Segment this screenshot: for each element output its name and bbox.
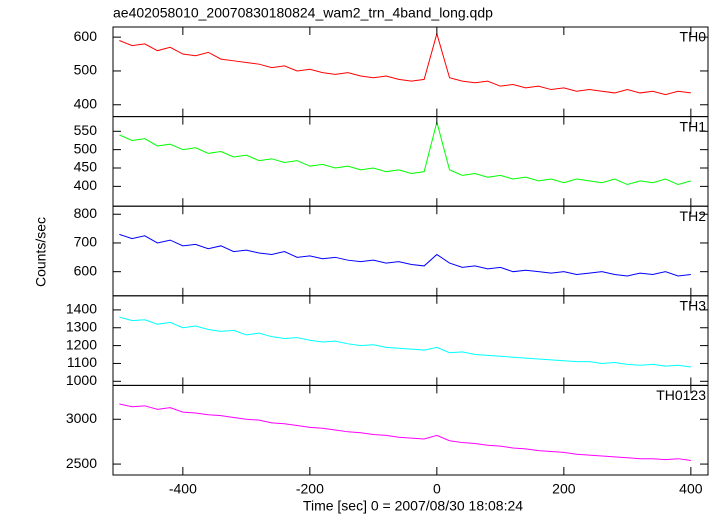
- x-tick-label: 200: [552, 481, 576, 497]
- band-label: TH1: [680, 118, 707, 134]
- x-tick-label: 0: [433, 481, 441, 497]
- x-axis-label: Time [sec] 0 = 2007/08/30 18:08:24: [303, 498, 523, 514]
- x-tick-label: -400: [169, 481, 197, 497]
- band-label: TH2: [680, 208, 707, 224]
- y-tick-label: 400: [74, 177, 98, 193]
- x-tick-label: 400: [679, 481, 703, 497]
- y-tick-label: 400: [74, 95, 98, 111]
- y-axis-label: Counts/sec: [33, 217, 49, 287]
- panel-frame: [112, 26, 709, 118]
- panel-frame: [112, 116, 709, 207]
- panel-frame: [112, 384, 709, 476]
- y-tick-label: 500: [74, 62, 98, 78]
- y-tick-label: 700: [74, 234, 98, 250]
- panel-frame: [112, 205, 709, 297]
- y-tick-label: 550: [74, 122, 98, 138]
- y-tick-label: 1400: [66, 301, 97, 317]
- y-tick-label: 600: [74, 28, 98, 44]
- y-tick-label: 2500: [66, 455, 97, 471]
- panel-frame: [112, 295, 709, 386]
- light-curve: [119, 31, 691, 96]
- band-label: TH0123: [656, 387, 706, 403]
- y-tick-label: 1000: [66, 372, 97, 388]
- light-curve: [119, 120, 691, 186]
- y-tick-label: 1300: [66, 318, 97, 334]
- y-tick-label: 800: [74, 205, 98, 221]
- y-tick-label: 1200: [66, 336, 97, 352]
- light-curve: [119, 403, 691, 461]
- light-curve: [119, 233, 691, 277]
- band-label: TH0: [680, 29, 707, 45]
- light-curve: [119, 316, 691, 368]
- band-label: TH3: [680, 298, 707, 314]
- y-tick-label: 1100: [67, 354, 97, 370]
- y-tick-label: 500: [74, 140, 98, 156]
- y-tick-label: 3000: [66, 410, 97, 426]
- x-tick-label: -200: [296, 481, 324, 497]
- y-tick-label: 600: [74, 262, 98, 278]
- y-tick-label: 450: [74, 159, 98, 175]
- chart-title: ae402058010_20070830180824_wam2_trn_4ban…: [113, 5, 493, 21]
